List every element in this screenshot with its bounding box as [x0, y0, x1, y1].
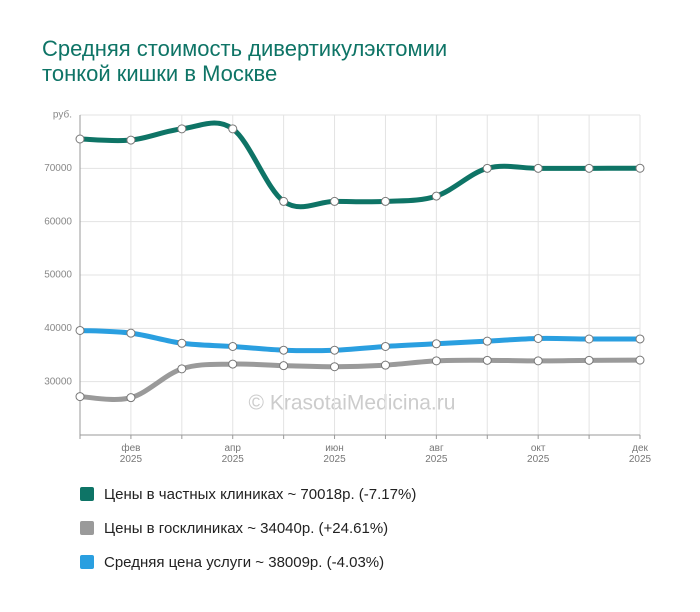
- data-point: [228, 359, 238, 369]
- chart-title: Средняя стоимость дивертикулэктомии: [42, 36, 447, 61]
- legend-label: Цены в госклиниках ~ 34040р. (+24.61%): [104, 520, 388, 537]
- x-tick-label: дек 2025: [628, 443, 652, 465]
- data-point: [279, 345, 289, 355]
- data-point: [431, 339, 441, 349]
- data-point: [635, 355, 645, 365]
- y-tick-label: 60000: [44, 216, 72, 227]
- data-point: [584, 163, 594, 173]
- data-point: [533, 333, 543, 343]
- data-point: [126, 328, 136, 338]
- data-point: [635, 334, 645, 344]
- data-point: [279, 196, 289, 206]
- series-line: [79, 327, 641, 354]
- data-point: [75, 392, 85, 402]
- data-point: [584, 334, 594, 344]
- data-point: [126, 393, 136, 403]
- data-point: [75, 325, 85, 335]
- data-point: [431, 191, 441, 201]
- data-point: [533, 356, 543, 366]
- watermark: © KrasotaiMedicina.ru: [249, 392, 456, 415]
- data-point: [279, 361, 289, 371]
- y-tick-label: 50000: [44, 270, 72, 281]
- legend-swatch: [80, 487, 94, 501]
- y-tick-label: 40000: [44, 323, 72, 334]
- data-point: [533, 163, 543, 173]
- data-point: [482, 336, 492, 346]
- data-point: [482, 163, 492, 173]
- data-point: [177, 364, 187, 374]
- data-point: [380, 341, 390, 351]
- data-point: [635, 163, 645, 173]
- x-tick-label: фев 2025: [119, 443, 143, 465]
- data-point: [177, 338, 187, 348]
- data-point: [228, 341, 238, 351]
- data-point: [228, 124, 238, 134]
- data-point: [584, 355, 594, 365]
- data-point: [75, 134, 85, 144]
- legend-label: Цены в частных клиниках ~ 70018р. (-7.17…: [104, 486, 416, 503]
- x-tick-label: авг 2025: [425, 443, 448, 465]
- x-tick-label: апр 2025: [221, 443, 244, 465]
- data-point: [177, 124, 187, 134]
- chart-title: тонкой кишки в Москве: [42, 61, 277, 86]
- x-tick-label: июн 2025: [323, 443, 346, 465]
- data-point: [330, 345, 340, 355]
- data-point: [330, 196, 340, 206]
- y-tick-label: руб.: [53, 109, 72, 121]
- legend-swatch: [80, 555, 94, 569]
- series-line: [79, 120, 641, 210]
- x-tick-label: окт 2025: [527, 443, 550, 465]
- data-point: [431, 356, 441, 366]
- data-point: [126, 135, 136, 145]
- legend-swatch: [80, 521, 94, 535]
- data-point: [380, 360, 390, 370]
- legend-label: Средняя цена услуги ~ 38009р. (-4.03%): [104, 554, 384, 571]
- data-point: [482, 355, 492, 365]
- data-point: [330, 362, 340, 372]
- y-tick-label: 70000: [44, 163, 72, 174]
- data-point: [380, 196, 390, 206]
- y-tick-label: 30000: [44, 376, 72, 387]
